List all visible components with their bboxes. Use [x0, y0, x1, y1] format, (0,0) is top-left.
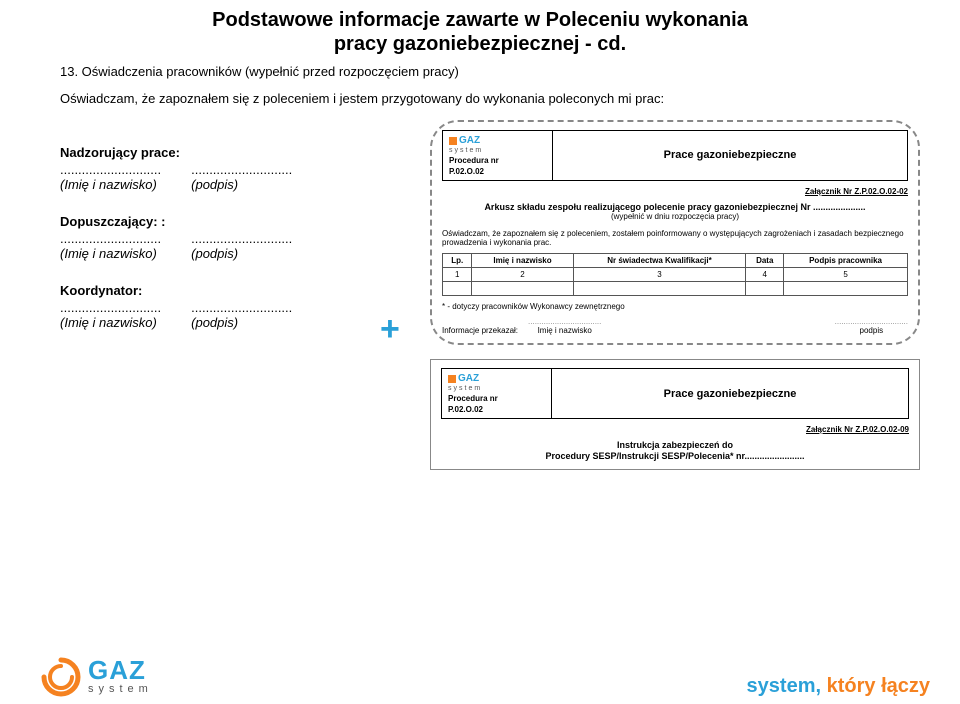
tagline-blue: system, [747, 675, 822, 697]
form2-title1: Instrukcja zabezpieczeń do [441, 440, 909, 451]
tagline-orange: który łączy [821, 675, 930, 697]
info-name-label: Imię i nazwisko [528, 326, 601, 335]
attachment-label-2: Załącznik Nr Z.P.02.O.02-09 [441, 425, 909, 434]
coordinator-name-label: (Imię i nazwisko) [60, 315, 161, 330]
form1-footnote: * - dotyczy pracowników Wykonawcy zewnęt… [442, 302, 908, 311]
declaration-text: Oświadczam, że zapoznałem się z poleceni… [0, 79, 960, 106]
coordinator-sign-label: (podpis) [191, 315, 292, 330]
approver-title: Dopuszczający: : [60, 214, 400, 229]
forms-column: GAZ system Procedura nr P.02.O.02 Prace … [430, 120, 920, 470]
signatures-column: Nadzorujący prace: .....................… [60, 145, 400, 352]
plus-icon: + [380, 310, 400, 349]
td-1: 1 [443, 268, 472, 282]
procedure-number: P.02.O.02 [449, 167, 546, 176]
info-sign-label: podpis [835, 326, 908, 335]
approver-sign-dots: ............................ [191, 231, 292, 246]
title-line2: pracy gazoniebezpiecznej - cd. [60, 32, 900, 56]
team-table: Lp. Imię i nazwisko Nr świadectwa Kwalif… [442, 253, 908, 296]
footer-logo-sub: system [88, 683, 153, 695]
approver-sign-label: (podpis) [191, 246, 292, 261]
approver-name-dots: ............................ [60, 231, 161, 246]
form2-header-left: GAZ system Procedura nr P.02.O.02 [442, 369, 552, 418]
table-empty-row [443, 282, 908, 296]
td-2: 2 [472, 268, 573, 282]
attachment-label-1: Załącznik Nr Z.P.02.O.02-02 [442, 187, 908, 196]
supervisor-sign-dots: ............................ [191, 162, 292, 177]
supervisor-name-label: (Imię i nazwisko) [60, 177, 161, 192]
td-4: 4 [746, 268, 784, 282]
td-5: 5 [784, 268, 908, 282]
th-sign: Podpis pracownika [784, 254, 908, 268]
page-header: Podstawowe informacje zawarte w Poleceni… [0, 0, 960, 60]
form2-header: GAZ system Procedura nr P.02.O.02 Prace … [441, 368, 909, 419]
th-lp: Lp. [443, 254, 472, 268]
form2-title2: Procedury SESP/Instrukcji SESP/Polecenia… [441, 451, 909, 462]
supervisor-sign-label: (podpis) [191, 177, 292, 192]
form1-title: Arkusz składu zespołu realizującego pole… [442, 202, 908, 213]
procedure-label-2: Procedura nr [448, 394, 545, 403]
coordinator-block: Koordynator: ...........................… [60, 283, 400, 330]
form2-box: GAZ system Procedura nr P.02.O.02 Prace … [430, 359, 920, 470]
logo-sub-small: system [449, 147, 546, 154]
footer-logo: GAZ system [40, 656, 153, 698]
info-passed-row: Informacje przekazał: ..................… [442, 317, 908, 335]
supervisor-title: Nadzorujący prace: [60, 145, 400, 160]
logo-square-icon [449, 137, 457, 145]
footer-logo-text: GAZ [88, 659, 153, 682]
item-13: 13. Oświadczenia pracowników (wypełnić p… [0, 60, 960, 79]
gaz-logo-small-2: GAZ [448, 373, 479, 384]
supervisor-name-dots: ............................ [60, 162, 161, 177]
th-date: Data [746, 254, 784, 268]
info-name-dots: ................................. [528, 317, 601, 326]
form1-box: GAZ system Procedura nr P.02.O.02 Prace … [430, 120, 920, 345]
logo-text-small: GAZ [459, 135, 480, 146]
form1-header-right: Prace gazoniebezpieczne [553, 131, 907, 180]
td-3: 3 [573, 268, 746, 282]
logo-text-small-2: GAZ [458, 373, 479, 384]
info-passed-label: Informacje przekazał: [442, 326, 518, 335]
supervisor-block: Nadzorujący prace: .....................… [60, 145, 400, 192]
coordinator-title: Koordynator: [60, 283, 400, 298]
form1-declaration: Oświadczam, że zapoznałem się z poleceni… [442, 229, 908, 247]
info-sign-dots: ................................. [835, 317, 908, 326]
table-num-row: 1 2 3 4 5 [443, 268, 908, 282]
gaz-logo-small: GAZ [449, 135, 480, 146]
form2-header-right: Prace gazoniebezpieczne [552, 369, 908, 418]
approver-name-label: (Imię i nazwisko) [60, 246, 161, 261]
swirl-icon [40, 656, 82, 698]
logo-sub-small-2: system [448, 385, 545, 392]
form1-header-left: GAZ system Procedura nr P.02.O.02 [443, 131, 553, 180]
table-header-row: Lp. Imię i nazwisko Nr świadectwa Kwalif… [443, 254, 908, 268]
form1-subtitle: (wypełnić w dniu rozpoczęcia pracy) [442, 212, 908, 221]
procedure-number-2: P.02.O.02 [448, 405, 545, 414]
title-line1: Podstawowe informacje zawarte w Poleceni… [60, 8, 900, 32]
approver-block: Dopuszczający: : .......................… [60, 214, 400, 261]
form1-header: GAZ system Procedura nr P.02.O.02 Prace … [442, 130, 908, 181]
coordinator-name-dots: ............................ [60, 300, 161, 315]
coordinator-sign-dots: ............................ [191, 300, 292, 315]
th-cert: Nr świadectwa Kwalifikacji* [573, 254, 746, 268]
logo-square-icon-2 [448, 375, 456, 383]
th-name: Imię i nazwisko [472, 254, 573, 268]
page-footer: GAZ system system, który łączy [40, 656, 930, 698]
procedure-label: Procedura nr [449, 156, 546, 165]
footer-tagline: system, który łączy [747, 675, 930, 698]
